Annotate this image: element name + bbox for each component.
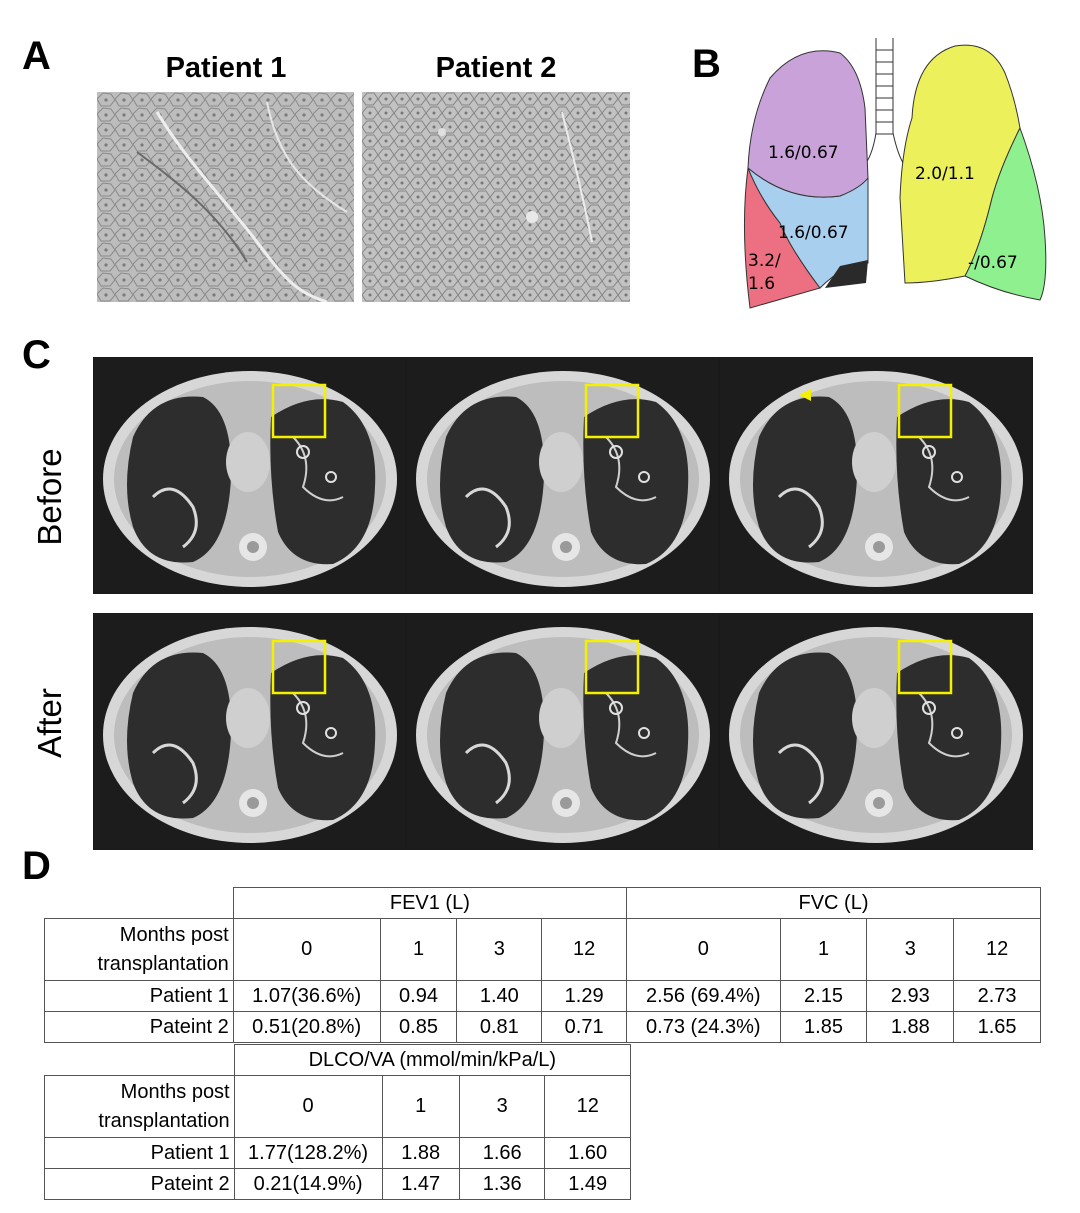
month-cell: 1 (381, 1075, 460, 1138)
arrowhead-marker (799, 389, 811, 401)
panel-label-d: D (22, 844, 51, 888)
roi-box (584, 639, 640, 695)
months-label: Months post transplantation (44, 918, 234, 981)
label-right-middle: 1.6/0.67 (778, 223, 849, 243)
patient1-title: Patient 1 (165, 52, 287, 84)
value-cell: 1.47 (381, 1168, 460, 1200)
label-right-lower-2: 1.6 (748, 274, 775, 294)
right-upper-lobe (747, 50, 869, 198)
month-cell: 0 (626, 918, 781, 981)
month-cell: 3 (866, 918, 955, 981)
value-cell: 1.40 (456, 980, 543, 1012)
fvc-header: FVC (L) (626, 887, 1041, 919)
value-cell: 1.60 (544, 1137, 631, 1169)
ct-slice-before-1 (94, 357, 405, 594)
ct-row-svg (94, 357, 1031, 594)
panel-label-b: B (692, 42, 721, 86)
value-cell: 1.66 (458, 1137, 546, 1169)
value-cell: 1.49 (544, 1168, 631, 1200)
roi-box (897, 383, 953, 439)
label-left-upper: 2.0/1.1 (915, 164, 975, 184)
patient2-title: Patient 2 (435, 52, 557, 84)
left-lower-lobe (964, 126, 1047, 301)
panel-label-c: C (22, 333, 51, 377)
ct-row-svg (94, 613, 1031, 850)
value-cell: 2.73 (953, 980, 1041, 1012)
dark-patch (825, 260, 868, 288)
value-cell: 0.21(14.9%) (233, 1168, 383, 1200)
ct-slice-before-2 (407, 357, 718, 594)
label-right-upper: 1.6/0.67 (768, 143, 839, 163)
row-name: Pateint 2 (44, 1168, 235, 1200)
dlco-header: DLCO/VA (mmol/min/kPa/L) (233, 1044, 632, 1076)
value-cell: 1.88 (381, 1137, 460, 1169)
panel-label-a: A (22, 34, 51, 78)
value-cell: 1.36 (458, 1168, 546, 1200)
month-cell: 0 (232, 918, 381, 981)
value-cell: 1.65 (953, 1011, 1041, 1043)
value-cell: 0.51(20.8%) (232, 1011, 381, 1043)
fev1-fvc-table: FEV1 (L) FVC (L) Months post transplantat… (44, 887, 1041, 1043)
value-cell: 1.07(36.6%) (232, 980, 381, 1012)
value-cell: 1.77(128.2%) (233, 1137, 383, 1169)
ct-slice-after-3 (720, 613, 1031, 850)
ct-row-after (93, 613, 1033, 850)
month-cell: 3 (458, 1075, 546, 1138)
month-cell: 1 (779, 918, 868, 981)
value-cell: 1.85 (779, 1011, 868, 1043)
label-left-lower: -/0.67 (968, 253, 1018, 273)
table-row: Pateint 2 0.51(20.8%) 0.85 0.81 0.71 0.7… (44, 1011, 1041, 1043)
roi-box (584, 383, 640, 439)
corner-cell (45, 888, 234, 919)
month-cell: 0 (233, 1075, 383, 1138)
value-cell: 1.88 (866, 1011, 955, 1043)
roi-box (271, 639, 327, 695)
value-cell: 0.85 (379, 1011, 458, 1043)
fev1-header: FEV1 (L) (232, 887, 628, 919)
dlco-table: DLCO/VA (mmol/min/kPa/L) Months post tran… (44, 1044, 632, 1200)
row-name: Patient 1 (44, 1137, 235, 1169)
row-label-before: Before (31, 448, 68, 546)
ct-row-before (93, 357, 1033, 594)
value-cell: 1.29 (541, 980, 628, 1012)
months-label: Months post transplantation (44, 1075, 235, 1138)
ct-slice-after-2 (407, 613, 718, 850)
value-cell: 0.71 (541, 1011, 628, 1043)
roi-box (271, 383, 327, 439)
value-cell: 2.56 (69.4%) (626, 980, 781, 1012)
month-cell: 3 (456, 918, 543, 981)
corner-cell (45, 1045, 235, 1076)
value-cell: 2.93 (866, 980, 955, 1012)
value-cell: 0.81 (456, 1011, 543, 1043)
value-cell: 2.15 (779, 980, 868, 1012)
trachea (861, 38, 906, 169)
table-row: Patient 1 1.07(36.6%) 0.94 1.40 1.29 2.5… (44, 980, 1041, 1012)
row-name: Patient 1 (44, 980, 234, 1012)
month-cell: 1 (379, 918, 458, 981)
label-right-lower-1: 3.2/ (748, 251, 781, 271)
roi-box (897, 639, 953, 695)
patient1-micrograph (97, 92, 354, 302)
ct-slice-before-3 (720, 357, 1031, 594)
lung-lobe-diagram: 1.6/0.67 1.6/0.67 3.2/ 1.6 2.0/1.1 -/0.6… (743, 38, 1047, 309)
table-row: Patient 1 1.77(128.2%) 1.88 1.66 1.60 (44, 1137, 631, 1169)
patient2-micrograph (362, 92, 630, 302)
row-name: Pateint 2 (44, 1011, 234, 1043)
ct-slice-after-1 (94, 613, 405, 850)
month-cell: 12 (544, 1075, 631, 1138)
value-cell: 0.73 (24.3%) (626, 1011, 781, 1043)
value-cell: 0.94 (379, 980, 458, 1012)
row-label-after: After (31, 688, 68, 758)
table-row: Pateint 2 0.21(14.9%) 1.47 1.36 1.49 (44, 1168, 631, 1200)
month-cell: 12 (953, 918, 1041, 981)
month-cell: 12 (541, 918, 628, 981)
